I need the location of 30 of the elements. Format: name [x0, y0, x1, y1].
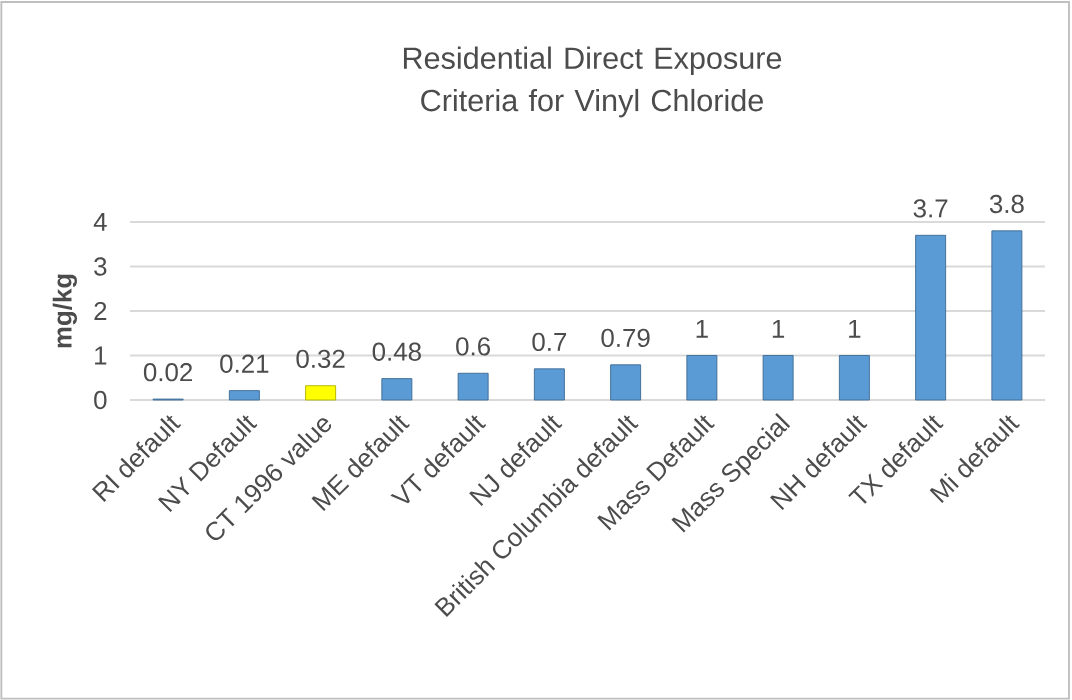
data-label: 0.48: [372, 342, 421, 361]
bar: [762, 355, 794, 401]
y-tick-label: 1: [95, 346, 107, 365]
data-label: 0.7: [532, 332, 567, 352]
data-label: 3.8: [989, 194, 1024, 214]
bar: [305, 385, 337, 401]
y-tick-label: 2: [94, 301, 107, 321]
bar: [610, 364, 642, 401]
bar: [457, 372, 489, 401]
bar: [381, 378, 413, 401]
chart-title: Residential Direct Exposure Criteria for Vinyl Chloride: [403, 46, 782, 118]
data-label: 3.7: [913, 199, 948, 218]
data-label: 0.02: [143, 363, 193, 382]
data-label: 0.21: [220, 354, 269, 373]
data-label: 1: [696, 319, 708, 338]
bar: [991, 230, 1023, 401]
data-label: 0.6: [456, 337, 490, 356]
y-tick-label: 3: [94, 257, 107, 276]
bar: [915, 234, 947, 401]
y-axis-title: mg/kg: [52, 274, 77, 348]
bar: [686, 355, 718, 401]
data-label: 0.79: [601, 328, 650, 348]
bar: [838, 355, 870, 401]
data-label: 0.32: [296, 349, 345, 368]
bar: [533, 368, 565, 401]
y-tick-label: 4: [93, 213, 107, 231]
bar: [228, 390, 260, 401]
y-tick-label: 0: [94, 390, 107, 410]
data-label: 1: [849, 319, 861, 338]
data-label: 1: [772, 319, 785, 338]
